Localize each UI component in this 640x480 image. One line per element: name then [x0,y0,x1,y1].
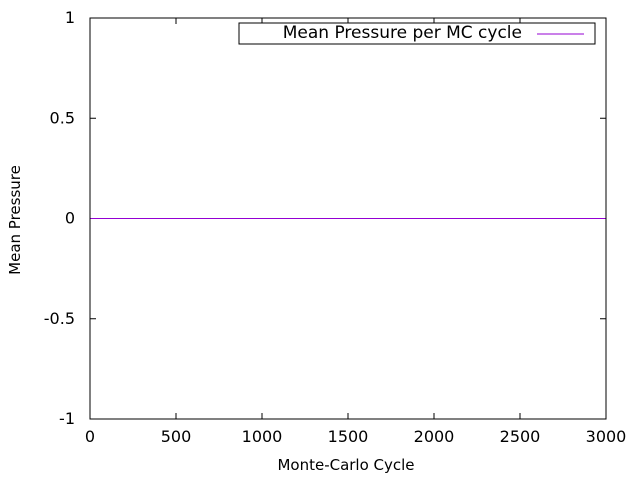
y-axis-label: Mean Pressure [6,165,24,275]
legend-label: Mean Pressure per MC cycle [283,23,522,43]
x-tick-label: 500 [161,427,192,446]
y-tick-label: 1 [65,8,75,27]
legend: Mean Pressure per MC cycle [238,22,596,45]
x-tick-label: 3000 [586,427,627,446]
x-tick-label: 2500 [500,427,541,446]
y-tick-label: -1 [59,409,75,428]
y-tick-label: -0.5 [44,309,75,328]
x-tick-label: 1500 [328,427,369,446]
legend-box [238,22,596,45]
y-tick-label: 0 [65,209,75,228]
x-tick-label: 2000 [414,427,455,446]
x-axis-label: Monte-Carlo Cycle [277,456,414,474]
y-axis-ticks: -1 -0.5 0 0.5 1 [44,8,606,428]
x-tick-label: 1000 [242,427,283,446]
plot-frame [89,17,607,420]
x-tick-label: 0 [85,427,95,446]
y-tick-label: 0.5 [50,108,75,127]
x-axis-ticks: 0 500 1000 1500 2000 2500 3000 [85,18,626,446]
